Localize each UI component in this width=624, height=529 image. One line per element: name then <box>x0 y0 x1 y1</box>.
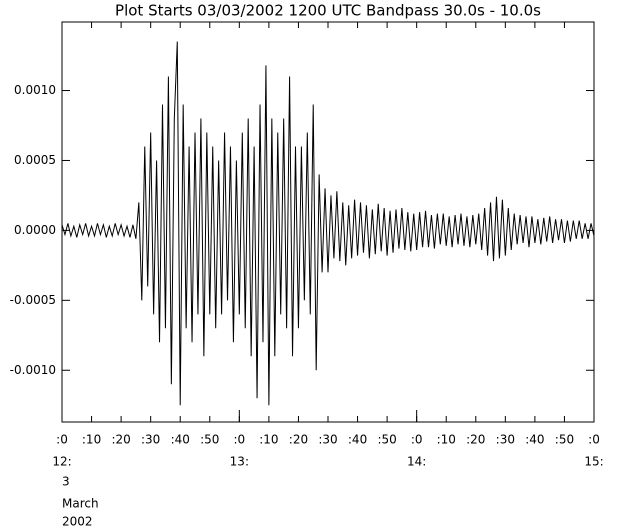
x-tick-label: :30 <box>496 433 515 447</box>
x-major-label: 14: <box>407 455 426 469</box>
chart-title: Plot Starts 03/03/2002 1200 UTC Bandpass… <box>115 2 541 20</box>
x-tick-label: :40 <box>525 433 544 447</box>
x-tick-label: :40 <box>171 433 190 447</box>
y-tick-label: -0.0005 <box>10 293 56 307</box>
x-major-label: 13: <box>230 455 249 469</box>
x-tick-label: :0 <box>411 433 423 447</box>
y-tick-label: 0.0000 <box>14 223 56 237</box>
x-tick-label: :0 <box>588 433 600 447</box>
x-tick-label: :30 <box>318 433 337 447</box>
y-tick-label: -0.0010 <box>10 363 56 377</box>
x-major-label: 15: <box>584 455 603 469</box>
plot-frame <box>61 21 595 423</box>
y-tick-label: 0.0010 <box>14 83 56 97</box>
x-tick-label: :20 <box>466 433 485 447</box>
x-tick-label: :10 <box>437 433 456 447</box>
x-tick-label: :0 <box>56 433 68 447</box>
y-tick-label: 0.0005 <box>14 153 56 167</box>
trace <box>61 41 595 406</box>
x-tick-label: :0 <box>233 433 245 447</box>
date-day: 3 <box>62 475 70 489</box>
x-tick-label: :40 <box>348 433 367 447</box>
x-tick-label: :20 <box>111 433 130 447</box>
x-tick-label: :50 <box>200 433 219 447</box>
x-tick-label: :10 <box>259 433 278 447</box>
date-year: 2002 <box>62 515 93 529</box>
x-tick-label: :50 <box>377 433 396 447</box>
x-tick-label: :30 <box>141 433 160 447</box>
x-tick-label: :20 <box>289 433 308 447</box>
x-major-label: 12: <box>52 455 71 469</box>
x-tick-label: :10 <box>82 433 101 447</box>
date-month: March <box>62 497 99 511</box>
x-tick-label: :50 <box>555 433 574 447</box>
